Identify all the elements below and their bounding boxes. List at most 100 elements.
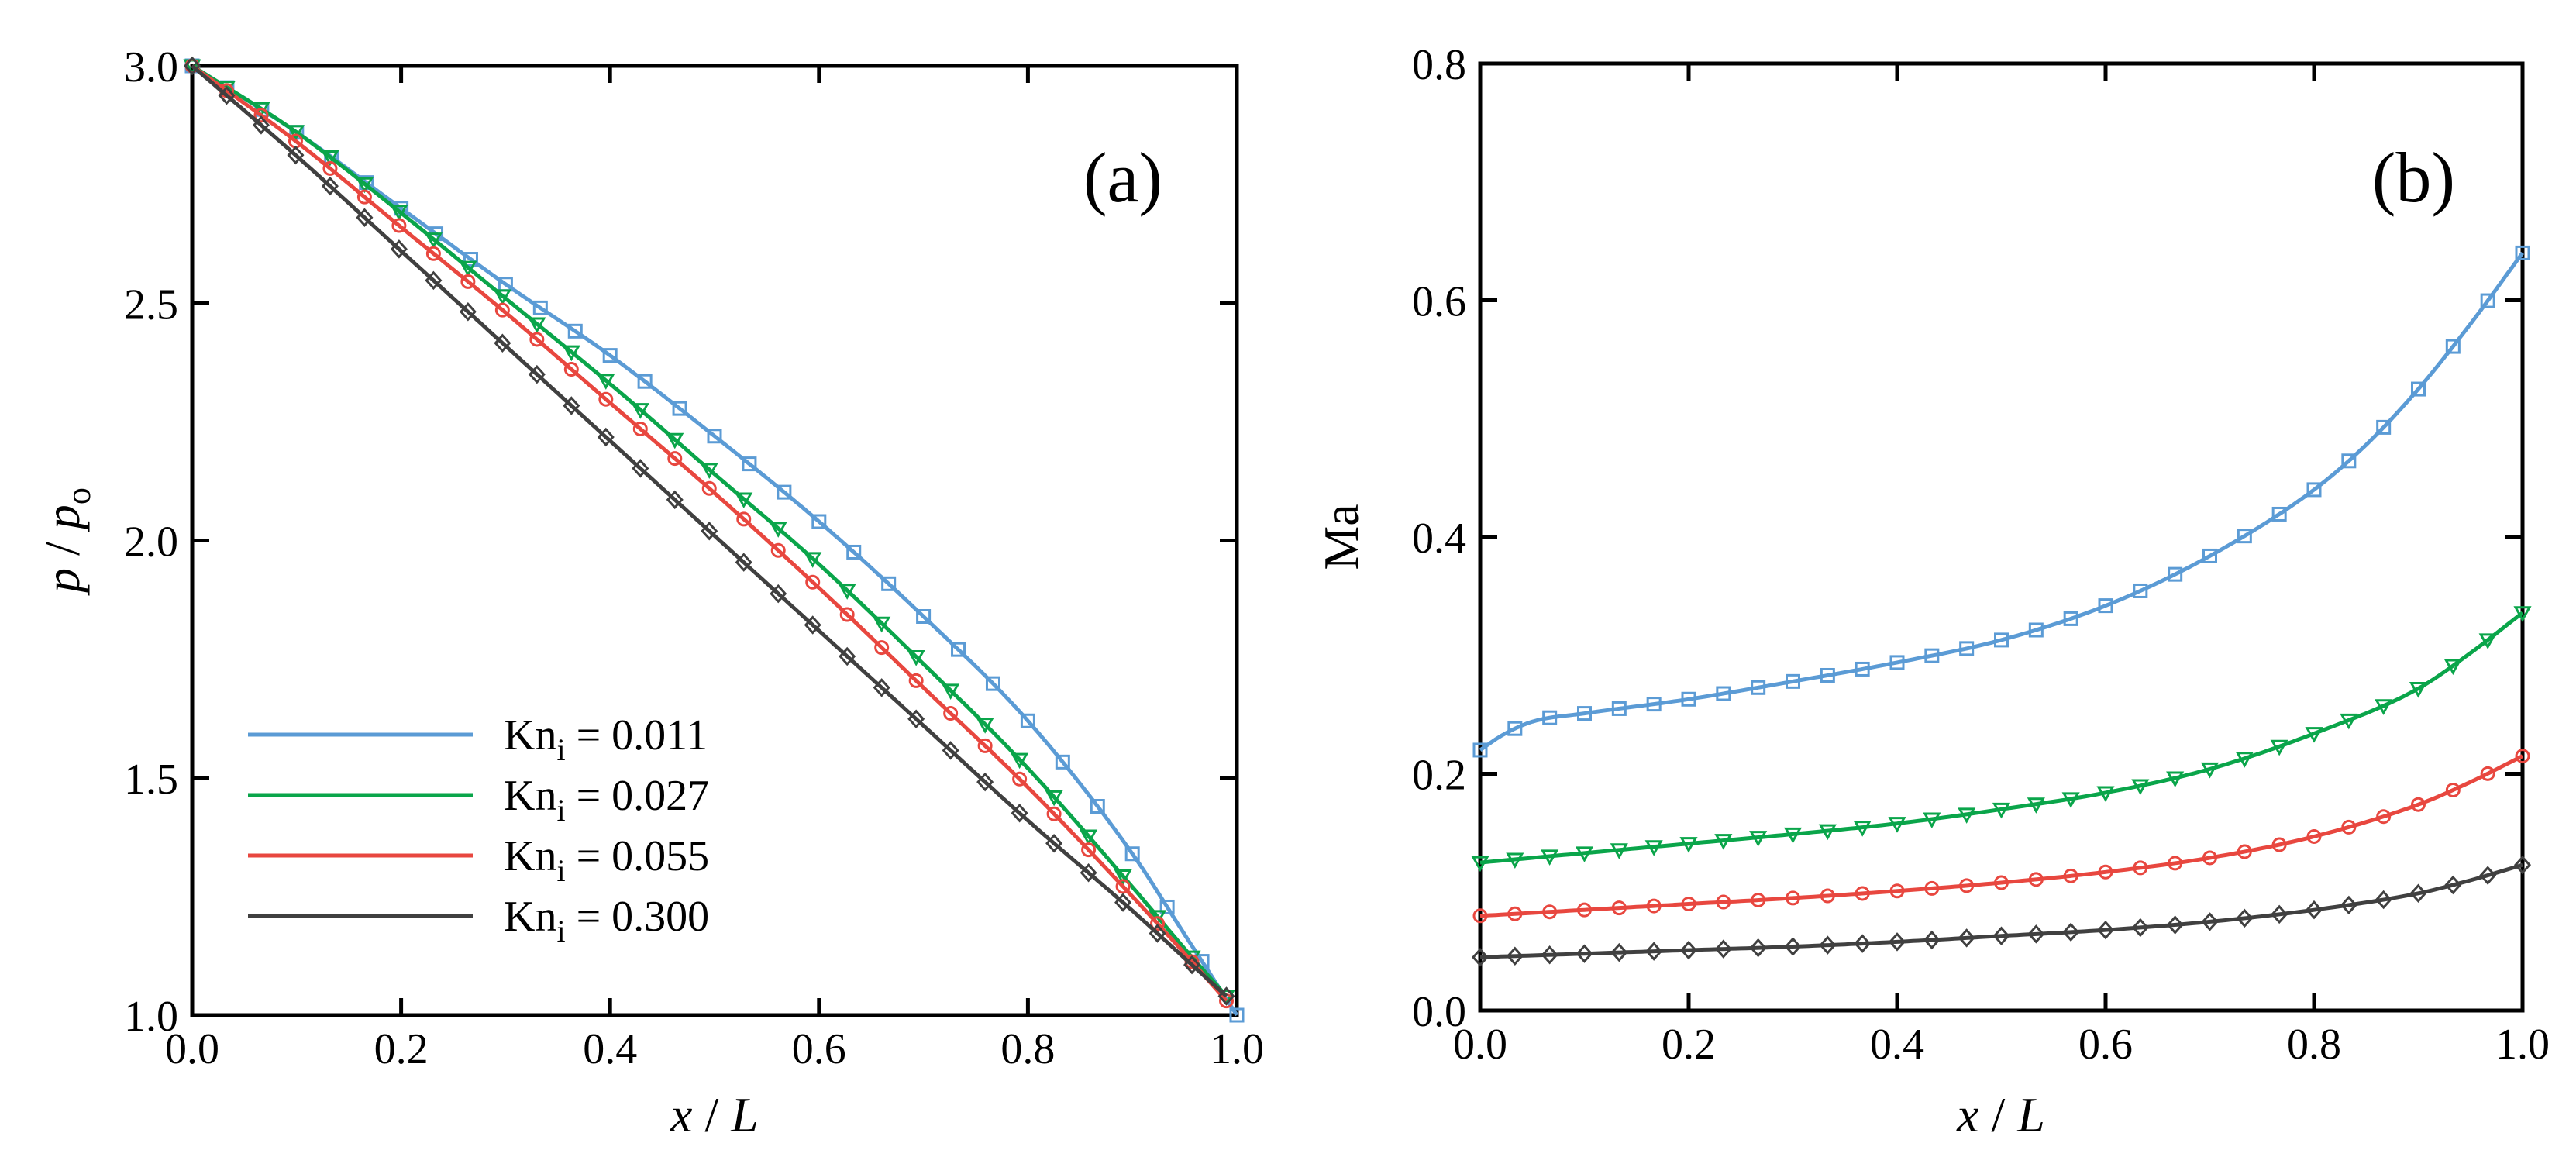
panel-b-data-point bbox=[1506, 946, 1524, 966]
panel-b-y-tick-label: 0.0 bbox=[1412, 988, 1466, 1036]
panel-a-data-point bbox=[700, 463, 718, 479]
panel-a-data-point bbox=[631, 403, 649, 419]
panel-b-data-point bbox=[1992, 926, 2010, 946]
panel-b-data-point bbox=[2409, 682, 2428, 698]
panel-a-series-line bbox=[191, 64, 1228, 998]
panel-a-data-point bbox=[1011, 804, 1028, 823]
panel-a-x-tick-label: 0.8 bbox=[1000, 1025, 1055, 1073]
panel-b-data-point bbox=[2061, 792, 2080, 808]
panel-b-data-point bbox=[1992, 802, 2011, 819]
panel-b-x-axis-title: x / L bbox=[1956, 1087, 2045, 1142]
panel-b-data-point bbox=[1577, 902, 1592, 918]
panel-a-y-tick-label: 2.0 bbox=[124, 518, 178, 566]
legend-label: Kni = 0.300 bbox=[504, 893, 709, 949]
panel-b-data-point bbox=[1542, 710, 1558, 725]
panel-b-data-point bbox=[2271, 904, 2288, 924]
panel-a-data-point bbox=[742, 456, 757, 472]
panel-b-data-point bbox=[1716, 894, 1731, 910]
panel-b-mach-chart: 0.0 0.2 0.4 0.6 0.8 1.0 0.0 0.2 0.4 0.6 0.8 (b) x … bbox=[1314, 41, 2550, 1142]
panel-b-data-point bbox=[1646, 697, 1662, 712]
panel-a-data-point bbox=[1045, 790, 1063, 807]
panel-b-data-point bbox=[2411, 381, 2426, 397]
panel-a-data-point bbox=[735, 492, 753, 509]
panel-a-data-point bbox=[1045, 834, 1063, 853]
panel-b-data-point bbox=[1751, 893, 1766, 908]
panel-b-data-point bbox=[1820, 888, 1835, 904]
panel-a-data-point bbox=[355, 177, 374, 194]
panel-a-data-point bbox=[493, 289, 511, 305]
panel-b-data-point bbox=[2027, 797, 2045, 814]
panel-b-data-point bbox=[2096, 786, 2115, 802]
panel-b-data-point bbox=[1541, 849, 1559, 866]
panel-b-data-point bbox=[1959, 878, 1975, 893]
legend-label: Kni = 0.011 bbox=[504, 711, 708, 767]
panel-b-data-point bbox=[2411, 797, 2426, 812]
panel-a-label: (a) bbox=[1083, 138, 1162, 217]
panel-a-x-tick-label: 0.6 bbox=[792, 1025, 846, 1073]
panel-b-data-point bbox=[1611, 900, 1627, 916]
panel-a-data-point bbox=[597, 427, 615, 447]
panel-a-x-axis-title: x / L bbox=[670, 1087, 759, 1142]
panel-a-data-point bbox=[1080, 829, 1098, 845]
panel-b-data-point bbox=[2133, 860, 2148, 876]
panel-b-data-point bbox=[1819, 935, 1837, 955]
panel-a-data-point bbox=[252, 115, 270, 135]
panel-b-data-point bbox=[2340, 713, 2358, 730]
panel-b-data-point bbox=[1714, 939, 1732, 959]
panel-a-data-point bbox=[563, 396, 580, 415]
panel-a-data-point bbox=[908, 673, 924, 688]
panel-a-data-point bbox=[804, 615, 821, 635]
panel-b-data-point bbox=[2515, 245, 2530, 260]
panel-b-data-point bbox=[2237, 844, 2252, 859]
panel-b-data-point bbox=[1506, 852, 1524, 869]
panel-a-data-point bbox=[943, 706, 959, 721]
panel-b-data-point bbox=[2445, 339, 2461, 354]
panel-a-data-point bbox=[977, 738, 993, 753]
panel-a-data-point bbox=[1217, 986, 1235, 1006]
panel-a-data-point bbox=[951, 642, 966, 657]
panel-a-data-point bbox=[846, 544, 862, 560]
panel-a-data-point bbox=[1114, 869, 1132, 886]
panel-b-data-point bbox=[2168, 856, 2183, 871]
panel-b-y-tick-label: 0.8 bbox=[1412, 41, 1466, 89]
panel-a-data-point bbox=[460, 274, 476, 289]
panel-a-data-point bbox=[1046, 806, 1062, 821]
panel-b-data-point bbox=[1889, 655, 1905, 670]
panel-b-data-point bbox=[2306, 482, 2322, 498]
panel-b-data-point bbox=[2513, 855, 2532, 875]
panel-b-data-point bbox=[1783, 827, 1803, 844]
panel-b-data-point bbox=[1889, 883, 1905, 899]
panel-b-data-point bbox=[1611, 701, 1627, 716]
panel-a-data-point bbox=[701, 480, 717, 496]
panel-a-data-point bbox=[598, 391, 614, 407]
panel-a-data-point bbox=[985, 676, 1000, 691]
panel-b-data-point bbox=[1749, 938, 1767, 958]
panel-b-data-point bbox=[2166, 771, 2185, 788]
panel-b-data-point bbox=[2306, 828, 2322, 844]
panel-b-data-point bbox=[1888, 932, 1906, 952]
panel-a-data-point bbox=[1150, 916, 1166, 931]
panel-a-data-point bbox=[563, 362, 579, 377]
panel-a-data-point bbox=[253, 108, 269, 123]
panel-a-data-point bbox=[707, 429, 722, 444]
panel-b-data-point bbox=[2376, 809, 2392, 825]
panel-a-data-point bbox=[632, 421, 648, 436]
panel-b-data-point bbox=[2027, 924, 2045, 944]
legend-entry: Kni = 0.055 bbox=[248, 832, 709, 888]
panel-a-data-point bbox=[356, 189, 372, 205]
panel-b-data-point bbox=[2444, 875, 2462, 895]
panel-b-data-point bbox=[1958, 928, 1975, 948]
panel-a-data-point bbox=[459, 260, 477, 277]
panel-a-data-point bbox=[1183, 955, 1201, 975]
panel-b-data-point bbox=[2096, 920, 2115, 940]
panel-a-data-point bbox=[942, 741, 959, 760]
panel-a-x-tick-label: 1.0 bbox=[1210, 1025, 1264, 1073]
panel-b-data-point bbox=[1855, 886, 1870, 901]
panel-a-y-tick-label: 1.0 bbox=[124, 993, 178, 1041]
panel-a-data-point bbox=[425, 246, 441, 261]
panel-b-data-point bbox=[1923, 930, 1941, 950]
panel-b-data-point bbox=[2305, 900, 2323, 920]
panel-a-data-point bbox=[1020, 713, 1035, 728]
